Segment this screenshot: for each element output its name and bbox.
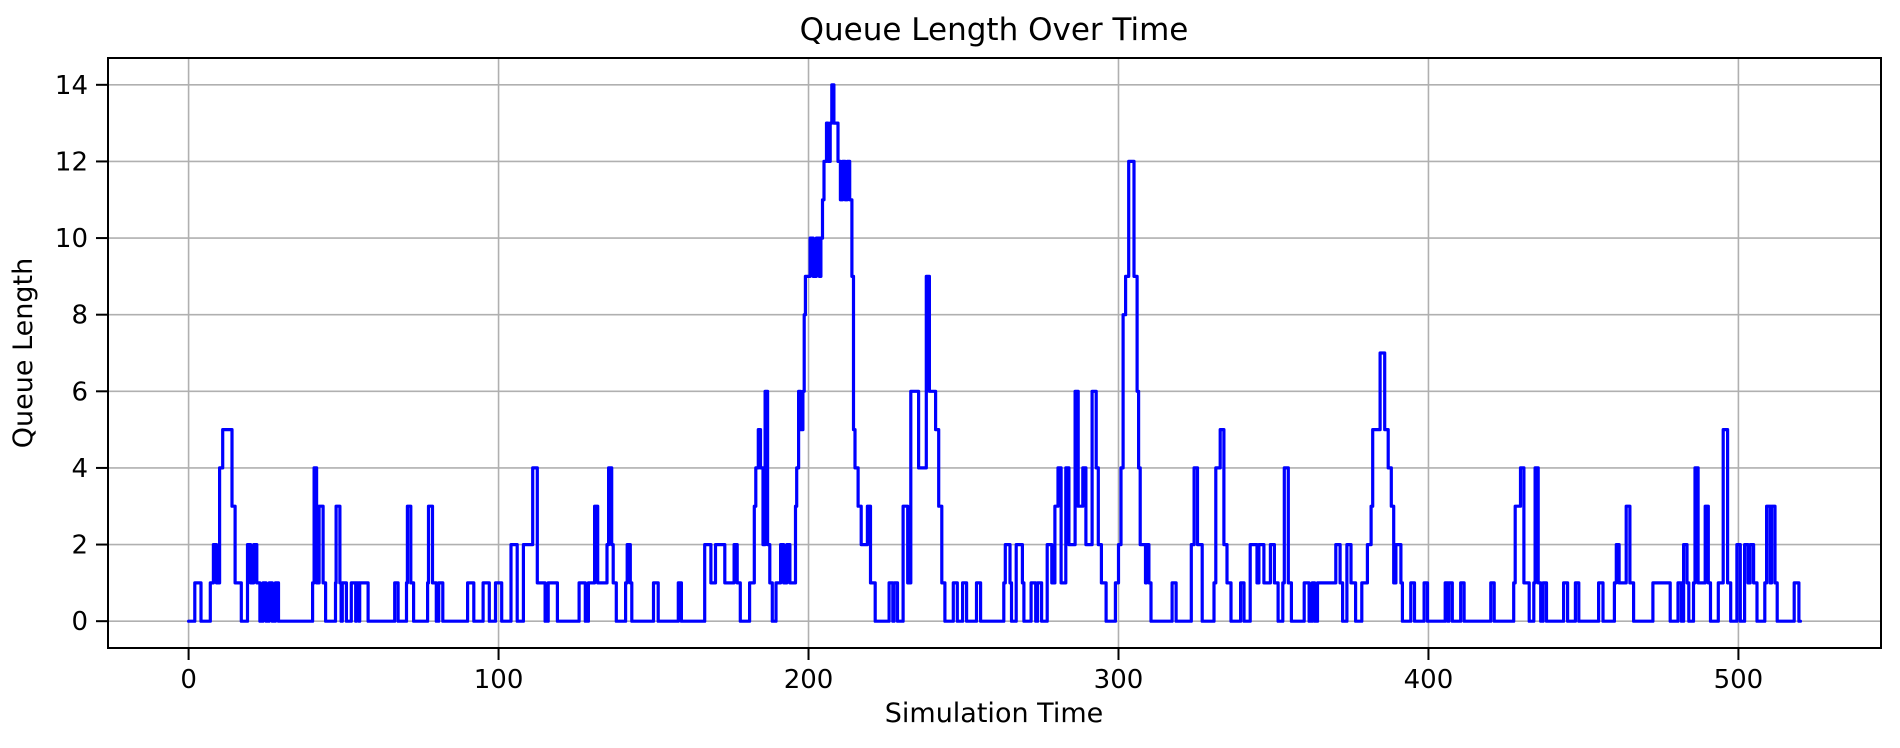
grid-layer [108,58,1881,648]
y-tick-label: 4 [71,454,88,484]
y-axis-label: Queue Length [8,258,39,448]
chart-title: Queue Length Over Time [800,12,1189,48]
x-tick-label: 400 [1404,665,1454,695]
x-tick-label: 200 [784,665,834,695]
y-tick-label: 8 [71,301,88,331]
x-tick-label: 500 [1714,665,1764,695]
y-tick-label: 12 [55,147,88,177]
y-tick-label: 14 [55,71,88,101]
y-tick-label: 6 [71,377,88,407]
x-tick-label: 0 [180,665,197,695]
y-tick-label: 2 [71,531,88,561]
queue-length-line [187,83,1802,623]
x-axis-label: Simulation Time [885,698,1103,729]
y-tick-label: 10 [55,224,88,254]
axes-frame [107,57,1882,649]
y-tick-label: 0 [71,607,88,637]
x-tick-label: 300 [1094,665,1144,695]
x-tick-label: 100 [474,665,524,695]
tick-layer: 0 100 200 300 400 500 0 2 4 6 8 10 12 14 [55,71,1763,695]
series-layer [187,83,1802,623]
